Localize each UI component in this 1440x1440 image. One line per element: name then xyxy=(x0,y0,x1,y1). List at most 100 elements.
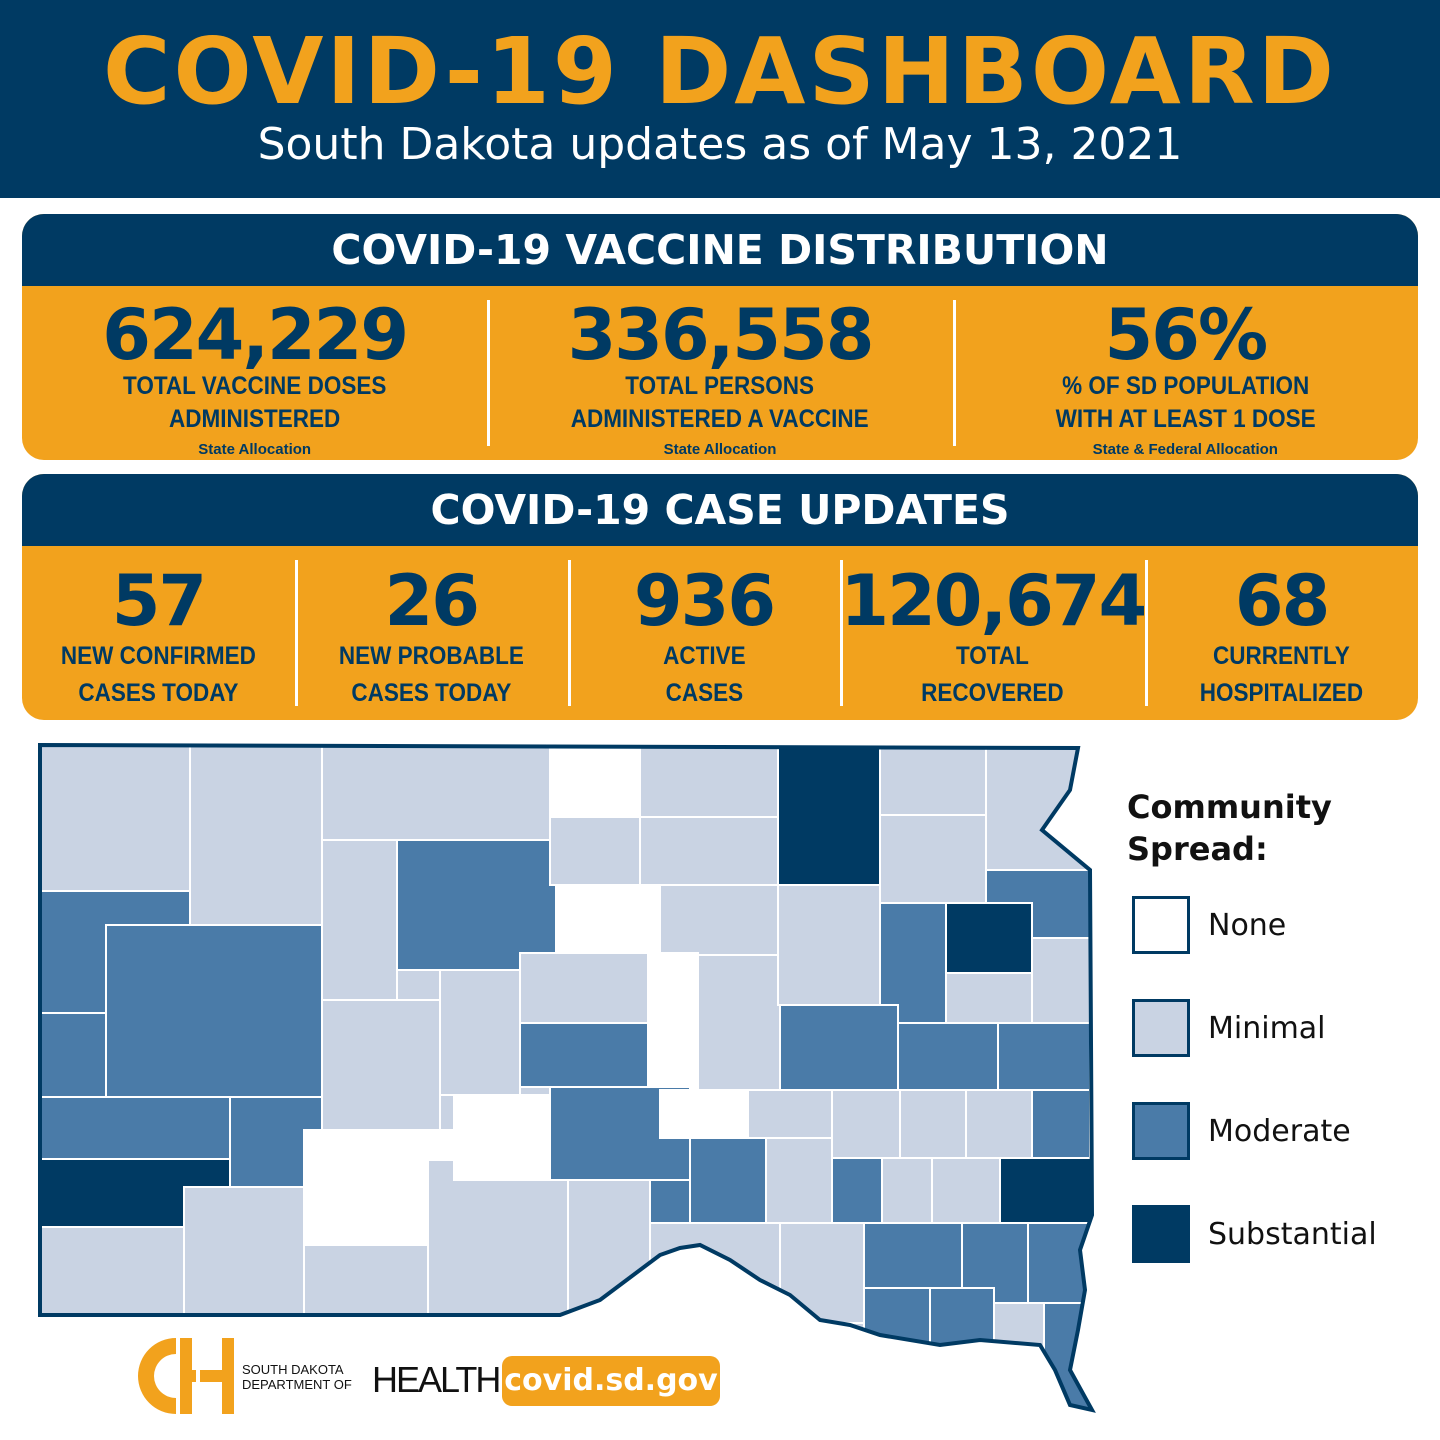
stat-label: RECOVERED xyxy=(921,679,1065,707)
case-updates-panel: COVID-19 CASE UPDATES 57 NEW CONFIRMED C… xyxy=(22,474,1418,720)
stat-value: 936 xyxy=(633,560,776,642)
county-mod xyxy=(649,1179,691,1224)
county-min xyxy=(779,1222,865,1324)
county-mod xyxy=(897,1022,999,1091)
county-min xyxy=(183,1186,305,1316)
stat-value: 56% xyxy=(1104,294,1269,376)
county-min xyxy=(831,1089,901,1159)
cases-panel-heading: COVID-19 CASE UPDATES xyxy=(22,474,1418,546)
dept-line: DEPARTMENT OF xyxy=(242,1377,352,1392)
county-mod xyxy=(396,839,558,971)
website-link[interactable]: covid.sd.gov xyxy=(502,1356,720,1406)
stat-value: 120,674 xyxy=(840,560,1147,642)
legend-swatch-minimal xyxy=(1132,999,1190,1057)
county-min xyxy=(189,745,323,926)
stat-label: % OF SD POPULATION xyxy=(1061,372,1309,400)
case-stat-hospitalized: 68 CURRENTLY HOSPITALIZED xyxy=(1145,546,1418,720)
legend-label: Substantial xyxy=(1208,1217,1377,1252)
county-min xyxy=(321,745,551,841)
county-mod xyxy=(831,1157,883,1224)
dashboard-subtitle: South Dakota updates as of May 13, 2021 xyxy=(257,119,1183,170)
legend-label: None xyxy=(1208,908,1287,943)
county-min xyxy=(881,1157,933,1224)
legend-swatch-moderate xyxy=(1132,1102,1190,1160)
legend-title: Spread: xyxy=(1127,830,1268,868)
county-min xyxy=(945,972,1033,1024)
county-min xyxy=(879,814,987,904)
county-sub xyxy=(777,745,881,886)
county-none xyxy=(659,1089,749,1139)
stat-label: CASES TODAY xyxy=(78,679,239,707)
county-mod xyxy=(1031,1089,1091,1159)
county-mod xyxy=(997,1022,1091,1091)
county-min xyxy=(965,1089,1033,1159)
county-mod xyxy=(929,1287,995,1359)
stat-label: CURRENTLY xyxy=(1213,642,1350,670)
county-min xyxy=(879,745,987,816)
county-mod xyxy=(863,1222,963,1289)
stat-label: NEW PROBABLE xyxy=(338,642,524,670)
county-min xyxy=(519,952,651,1024)
county-sub xyxy=(999,1157,1092,1224)
stat-label: ADMINISTERED xyxy=(169,405,341,433)
county-min xyxy=(747,1089,833,1139)
stat-note: State & Federal Allocation xyxy=(1092,441,1278,458)
stat-label: TOTAL xyxy=(956,642,1030,670)
stat-label: CASES TODAY xyxy=(351,679,512,707)
county-mod xyxy=(779,1004,899,1091)
county-min xyxy=(439,969,521,1096)
county-min xyxy=(659,884,779,956)
health-logo-icon xyxy=(138,1338,234,1414)
county-min xyxy=(639,816,779,886)
stat-label: CASES xyxy=(665,679,743,707)
vaccine-stat-total-doses: 624,229 TOTAL VACCINE DOSES ADMINISTERED… xyxy=(22,286,487,460)
stat-note: State Allocation xyxy=(198,441,312,458)
legend-item-minimal: Minimal xyxy=(1132,999,1422,1063)
vaccine-stats: 624,229 TOTAL VACCINE DOSES ADMINISTERED… xyxy=(22,286,1418,460)
legend-item-moderate: Moderate xyxy=(1132,1102,1422,1166)
stat-label: ADMINISTERED A VACCINE xyxy=(571,405,869,433)
county-mod xyxy=(863,1287,931,1359)
stat-value: 624,229 xyxy=(102,294,409,376)
stat-value: 26 xyxy=(384,560,479,642)
stat-label: NEW CONFIRMED xyxy=(60,642,256,670)
stat-label: TOTAL PERSONS xyxy=(625,372,815,400)
legend-swatch-substantial xyxy=(1132,1205,1190,1263)
county-min xyxy=(549,816,641,886)
county-sub xyxy=(945,902,1033,974)
county-min xyxy=(777,884,881,1006)
dashboard-header: COVID-19 DASHBOARD South Dakota updates … xyxy=(0,0,1440,198)
stat-label: WITH AT LEAST 1 DOSE xyxy=(1055,405,1316,433)
county-min xyxy=(649,1222,781,1316)
county-min xyxy=(40,745,191,892)
stat-label: TOTAL VACCINE DOSES xyxy=(122,372,387,400)
county-min xyxy=(931,1157,1001,1224)
community-spread-legend: Community Spread: None Minimal Moderate … xyxy=(1127,786,1427,1263)
stat-label: ACTIVE xyxy=(662,642,746,670)
county-min xyxy=(1031,937,1091,1024)
legend-title: Community xyxy=(1127,788,1332,826)
legend-label: Minimal xyxy=(1208,1011,1326,1046)
county-none xyxy=(555,884,661,954)
county-min xyxy=(321,999,441,1131)
legend-label: Moderate xyxy=(1208,1114,1351,1149)
vaccine-distribution-panel: COVID-19 VACCINE DISTRIBUTION 624,229 TO… xyxy=(22,214,1418,460)
case-stats: 57 NEW CONFIRMED CASES TODAY 26 NEW PROB… xyxy=(22,546,1418,720)
county-min xyxy=(427,1159,569,1316)
county-mod xyxy=(879,902,947,1024)
county-none xyxy=(647,952,699,1091)
vaccine-stat-total-persons: 336,558 TOTAL PERSONS ADMINISTERED A VAC… xyxy=(487,286,952,460)
legend-swatch-none xyxy=(1132,896,1190,954)
sd-health-logo: SOUTH DAKOTA DEPARTMENT OF HEALTH xyxy=(136,1336,501,1420)
legend-item-none: None xyxy=(1132,896,1422,960)
vaccine-panel-heading: COVID-19 VACCINE DISTRIBUTION xyxy=(22,214,1418,286)
vaccine-stat-population-percent: 56% % OF SD POPULATION WITH AT LEAST 1 D… xyxy=(952,286,1418,460)
county-min xyxy=(765,1137,833,1224)
stat-note: State Allocation xyxy=(663,441,777,458)
county-mod xyxy=(519,1022,649,1088)
case-stat-new-probable: 26 NEW PROBABLE CASES TODAY xyxy=(294,546,568,720)
dept-health-wordmark: HEALTH xyxy=(372,1359,501,1400)
dashboard-title: COVID-19 DASHBOARD xyxy=(102,18,1338,125)
county-min xyxy=(993,1302,1045,1364)
county-min xyxy=(639,745,779,818)
